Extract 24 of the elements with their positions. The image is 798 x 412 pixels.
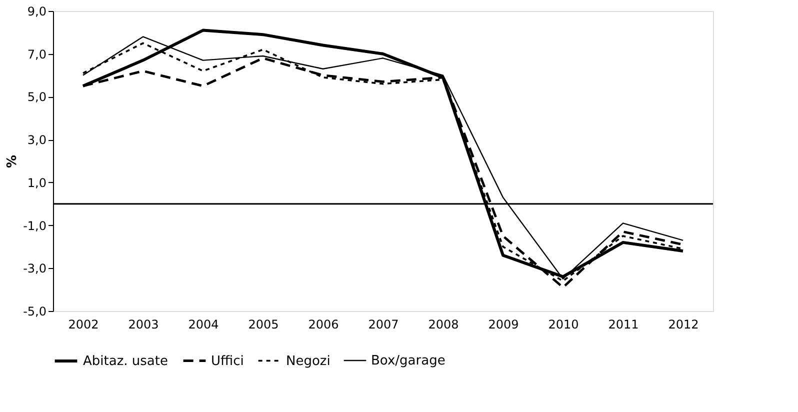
legend-label: Box/garage — [371, 354, 446, 368]
x-tick-label: 2008 — [428, 318, 459, 332]
x-tick-label: 2010 — [548, 318, 579, 332]
y-tick-label: 9,0 — [27, 4, 46, 18]
y-tick-label: -1,0 — [23, 218, 46, 233]
x-tick-label: 2006 — [308, 318, 339, 332]
x-tick-label: 2002 — [68, 318, 99, 332]
y-axis-title: % — [5, 154, 20, 168]
legend-label: Abitaz. usate — [83, 354, 168, 369]
x-tick-label: 2009 — [488, 318, 519, 332]
x-tick-label: 2007 — [368, 318, 399, 332]
legend-label: Uffici — [211, 354, 244, 369]
x-tick-label: 2005 — [248, 318, 279, 332]
y-tick-label: -5,0 — [23, 304, 46, 318]
y-tick-label: -3,0 — [23, 262, 46, 276]
x-tick-label: 2003 — [128, 318, 159, 332]
x-tick-label: 2004 — [188, 318, 219, 332]
y-tick-label: 3,0 — [27, 133, 46, 148]
x-tick-label: 2011 — [608, 318, 639, 332]
y-tick-label: 7,0 — [27, 47, 46, 62]
y-tick-label: 5,0 — [27, 90, 46, 104]
x-tick-label: 2012 — [668, 318, 699, 332]
y-tick-label: 1,0 — [27, 176, 46, 190]
legend-label: Negozi — [286, 354, 330, 369]
